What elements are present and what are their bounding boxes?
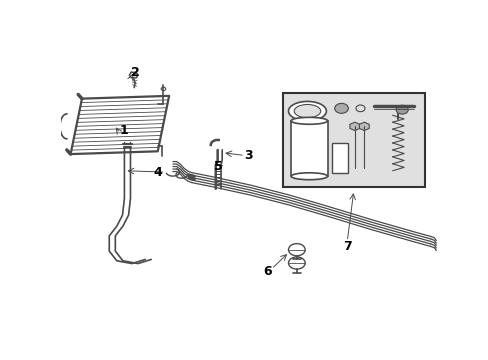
Text: 2: 2 bbox=[130, 66, 139, 79]
Ellipse shape bbox=[288, 102, 326, 121]
Text: 5: 5 bbox=[214, 160, 223, 173]
Bar bbox=[331, 143, 347, 174]
Bar bbox=[290, 121, 327, 176]
Text: 4: 4 bbox=[153, 166, 162, 179]
Text: 3: 3 bbox=[244, 149, 252, 162]
Ellipse shape bbox=[290, 117, 327, 124]
Ellipse shape bbox=[290, 173, 327, 180]
Bar bbox=[282, 93, 424, 187]
Circle shape bbox=[334, 103, 347, 113]
Text: 1: 1 bbox=[119, 124, 128, 137]
Ellipse shape bbox=[294, 104, 320, 118]
Text: 6: 6 bbox=[263, 265, 271, 278]
Text: 7: 7 bbox=[342, 240, 351, 253]
Circle shape bbox=[395, 105, 407, 114]
Polygon shape bbox=[129, 72, 138, 78]
